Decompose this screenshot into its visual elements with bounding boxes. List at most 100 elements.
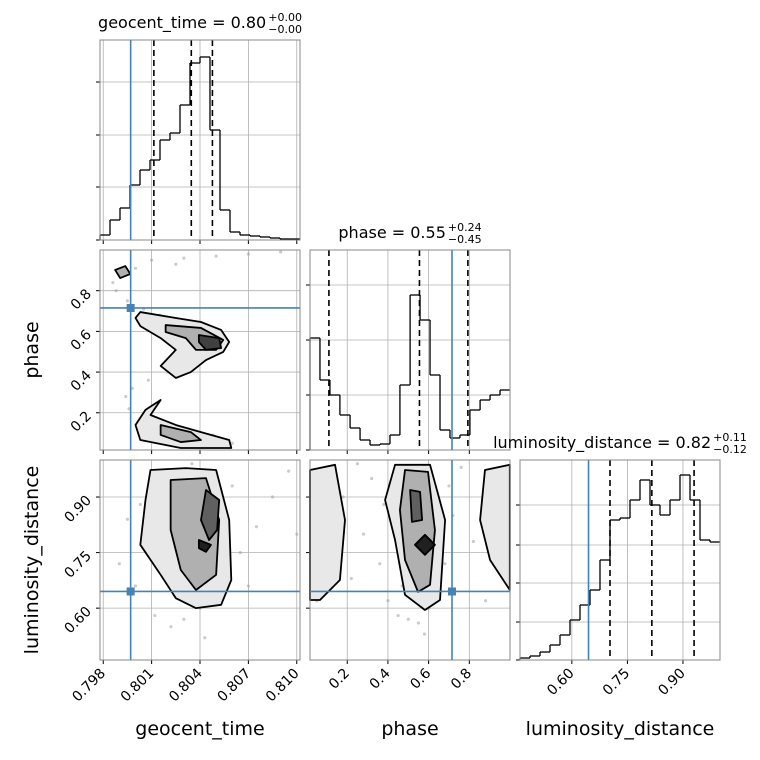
panel: 0.2 0.4 0.6 0.8 bbox=[306, 459, 511, 693]
sample-point bbox=[111, 280, 115, 285]
x-tick-label: 0.798 bbox=[69, 666, 109, 706]
x-tick-label: 0.6 bbox=[407, 665, 434, 692]
sample-point bbox=[355, 462, 360, 466]
sample-point bbox=[138, 502, 142, 507]
contour bbox=[134, 399, 233, 449]
sample-point bbox=[386, 599, 390, 603]
sample-point bbox=[406, 617, 410, 621]
sample-point bbox=[117, 562, 121, 566]
sample-point bbox=[238, 550, 242, 555]
sample-point bbox=[422, 632, 427, 636]
contour bbox=[414, 533, 436, 556]
contour bbox=[479, 463, 511, 591]
sample-point bbox=[447, 484, 451, 488]
sample-point bbox=[169, 625, 173, 629]
truth-marker bbox=[126, 587, 135, 596]
sample-point bbox=[459, 465, 463, 470]
y-tick-label: 0.90 bbox=[61, 493, 94, 526]
sample-point bbox=[270, 495, 275, 499]
x-axis-label: phase bbox=[381, 718, 438, 740]
sample-point bbox=[279, 250, 283, 254]
x-tick-label: 0.60 bbox=[544, 666, 577, 699]
contour bbox=[200, 489, 221, 541]
sample-point bbox=[182, 256, 186, 260]
sample-point bbox=[124, 394, 128, 399]
sample-point bbox=[174, 262, 178, 266]
y-tick-label: 0.60 bbox=[61, 604, 94, 637]
x-tick-label: 0.804 bbox=[166, 665, 206, 705]
sample-point bbox=[114, 289, 118, 293]
sample-point bbox=[150, 258, 154, 262]
sample-point bbox=[443, 562, 447, 566]
sample-point bbox=[483, 599, 488, 603]
sample-point bbox=[214, 254, 218, 258]
title-lower: −0.00 bbox=[268, 23, 302, 36]
sample-point bbox=[471, 539, 475, 544]
x-axis-label: geocent_time bbox=[135, 718, 264, 740]
truth-marker bbox=[448, 587, 457, 596]
x-tick-label: 0.810 bbox=[263, 666, 303, 706]
title-upper: +0.24 bbox=[448, 221, 482, 234]
sample-point bbox=[254, 525, 259, 529]
panel-frame bbox=[519, 459, 721, 661]
panel-frame bbox=[99, 459, 301, 661]
contour bbox=[309, 463, 346, 601]
sample-point bbox=[153, 613, 157, 618]
x-tick-label: 0.90 bbox=[655, 666, 688, 699]
sample-point bbox=[203, 636, 207, 640]
panel: 0.60 0.75 0.90 luminosity_distance = 0.82 +0… bbox=[493, 431, 747, 699]
x-tick-label: 0.4 bbox=[367, 665, 394, 692]
contour bbox=[399, 469, 436, 593]
y-tick-label: 0.6 bbox=[68, 327, 95, 354]
title-lower: −0.12 bbox=[713, 443, 747, 456]
title-upper: +0.00 bbox=[268, 11, 302, 24]
sample-point bbox=[125, 299, 130, 303]
panel-title: geocent_time = 0.80 bbox=[98, 13, 266, 33]
panel-title: phase = 0.55 bbox=[338, 223, 445, 242]
x-tick-label: 0.807 bbox=[215, 666, 255, 706]
sample-point bbox=[190, 462, 194, 466]
x-tick-label: 0.75 bbox=[600, 666, 633, 699]
sample-point bbox=[378, 562, 382, 566]
panel-frame bbox=[99, 39, 301, 241]
y-axis-label: phase bbox=[21, 321, 43, 378]
x-tick-label: 0.801 bbox=[118, 666, 158, 706]
sample-point bbox=[416, 621, 421, 625]
contour bbox=[409, 489, 424, 523]
sample-point bbox=[396, 613, 400, 618]
sample-point bbox=[182, 617, 186, 621]
sample-point bbox=[361, 532, 366, 536]
x-tick-label: 0.8 bbox=[448, 666, 475, 693]
title-lower: −0.45 bbox=[448, 233, 482, 246]
sample-point bbox=[146, 378, 150, 382]
sample-point bbox=[287, 469, 291, 473]
title-upper: +0.11 bbox=[713, 431, 747, 444]
y-tick-label: 0.75 bbox=[61, 548, 94, 581]
sample-point bbox=[295, 532, 299, 536]
truth-marker bbox=[126, 303, 135, 312]
sample-point bbox=[382, 502, 386, 507]
sample-point bbox=[246, 252, 250, 256]
sample-point bbox=[370, 476, 374, 481]
y-tick-label: 0.2 bbox=[68, 408, 95, 435]
contour bbox=[114, 265, 132, 279]
contour bbox=[197, 539, 212, 553]
sample-point bbox=[341, 495, 345, 499]
y-tick-label: 0.8 bbox=[68, 286, 95, 313]
sample-point bbox=[246, 584, 250, 588]
sample-point bbox=[125, 517, 130, 521]
sample-point bbox=[230, 484, 234, 488]
sample-point bbox=[130, 386, 134, 390]
contour bbox=[134, 311, 231, 379]
panel-frame bbox=[309, 459, 511, 661]
panel: geocent_time = 0.80 +0.00−0.00 bbox=[96, 11, 302, 244]
x-tick-label: 0.2 bbox=[326, 666, 353, 693]
panel-frame bbox=[309, 249, 511, 451]
sample-point bbox=[127, 407, 131, 411]
panel: 0.798 0.801 0.804 0.807 0.810 0.60 0.75 0.90 bbox=[61, 459, 303, 706]
y-tick-label: 0.4 bbox=[68, 368, 95, 395]
panel-title: luminosity_distance = 0.82 bbox=[493, 433, 711, 453]
sample-point bbox=[230, 441, 234, 445]
contour bbox=[159, 424, 202, 443]
